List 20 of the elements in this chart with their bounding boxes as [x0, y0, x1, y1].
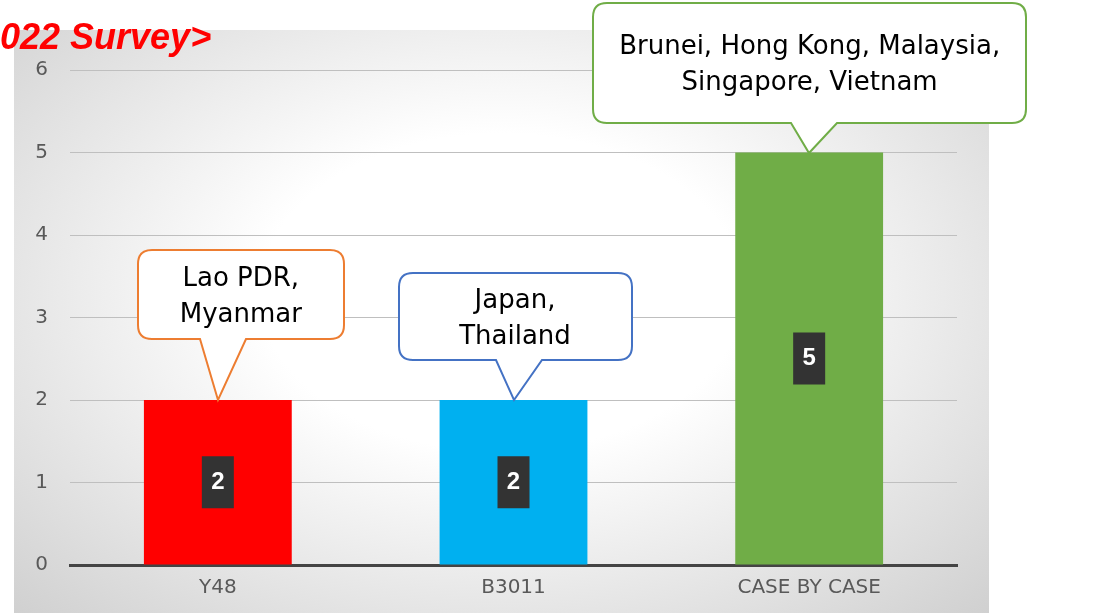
speech-bubble: Brunei, Hong Kong, Malaysia, Singapore, Vietnam: [592, 1, 1028, 154]
y-tick-label: 4: [35, 221, 48, 246]
y-tick-label: 6: [35, 56, 48, 81]
y-tick-label: 5: [35, 138, 48, 163]
y-tick-label: 1: [35, 468, 48, 493]
data-label: 2: [211, 466, 225, 494]
y-tick-label: 3: [35, 303, 48, 328]
annotation: Lao PDR, Myanmar: [178, 260, 303, 330]
x-tick-label: Y48: [198, 574, 237, 599]
speech-bubble: Lao PDR, Myanmar: [136, 249, 345, 401]
y-tick-label: 2: [35, 386, 48, 411]
annotation: Japan, Thailand: [458, 282, 572, 352]
speech-bubble: Japan, Thailand: [397, 272, 633, 401]
x-tick-label: CASE BY CASE: [737, 574, 881, 599]
data-label: 5: [802, 343, 816, 371]
x-tick-label: B3011: [481, 574, 546, 599]
y-tick-label: 0: [35, 551, 48, 576]
chart-title: 022 Survey>: [0, 16, 212, 58]
data-label: 2: [506, 466, 521, 494]
annotation: Brunei, Hong Kong, Malaysia, Singapore, Vietnam: [618, 28, 1002, 98]
